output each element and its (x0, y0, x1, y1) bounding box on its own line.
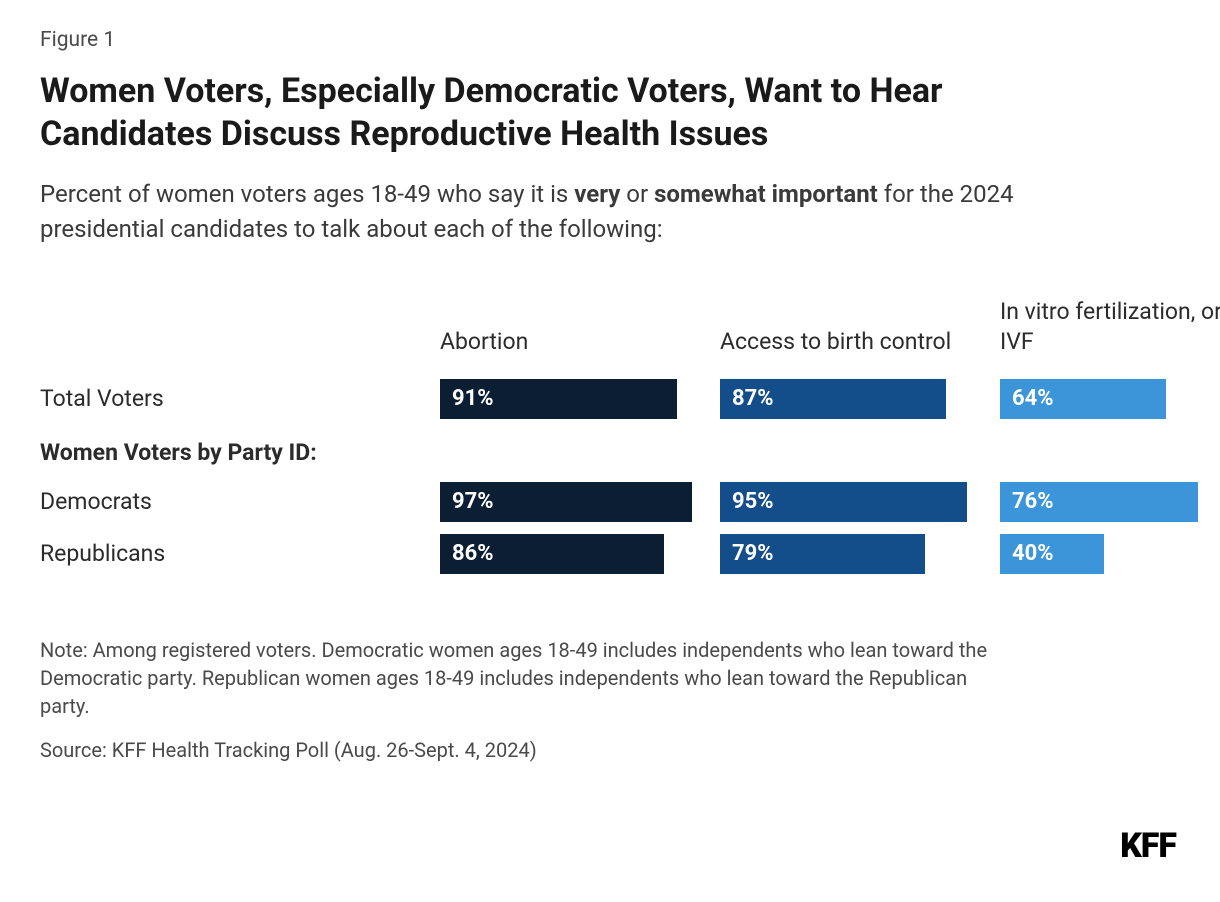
subtitle-emph: very (574, 180, 620, 208)
kff-logo: KFF (1120, 826, 1176, 866)
bar-cell: 64% (1000, 373, 1220, 425)
bar: 95% (720, 482, 967, 522)
bar-cell: 91% (440, 373, 700, 425)
chart-title: Women Voters, Especially Democratic Vote… (40, 70, 1120, 155)
column-header: Abortion (440, 283, 700, 373)
bar: 76% (1000, 482, 1198, 522)
bar-cell: 97% (440, 476, 700, 528)
bar-cell: 95% (720, 476, 980, 528)
row-label: Total Voters (40, 377, 420, 420)
bar: 79% (720, 534, 925, 574)
bar: 86% (440, 534, 664, 574)
bar-cell: 79% (720, 528, 980, 580)
figure-number: Figure 1 (40, 28, 1180, 52)
bar: 91% (440, 379, 677, 419)
row-label: Democrats (40, 480, 420, 523)
section-label: Women Voters by Party ID: (40, 425, 420, 476)
column-header: Access to birth control (720, 283, 980, 373)
bar: 40% (1000, 534, 1104, 574)
bar: 97% (440, 482, 692, 522)
bar-cell: 86% (440, 528, 700, 580)
bar: 64% (1000, 379, 1166, 419)
row-label: Republicans (40, 532, 420, 575)
chart-note: Note: Among registered voters. Democrati… (40, 636, 1000, 720)
subtitle-text: Percent of women voters ages 18-49 who s… (40, 180, 574, 208)
subtitle-text: or (620, 180, 654, 208)
bar-cell: 76% (1000, 476, 1220, 528)
bar: 87% (720, 379, 946, 419)
chart-subtitle: Percent of women voters ages 18-49 who s… (40, 177, 1120, 247)
bar-chart: Abortion Access to birth control In vitr… (40, 283, 1180, 580)
bar-cell: 87% (720, 373, 980, 425)
subtitle-emph: somewhat important (654, 180, 878, 208)
bar-cell: 40% (1000, 528, 1220, 580)
column-header: In vitro fertilization, or IVF (1000, 283, 1220, 373)
chart-source: Source: KFF Health Tracking Poll (Aug. 2… (40, 738, 1180, 762)
